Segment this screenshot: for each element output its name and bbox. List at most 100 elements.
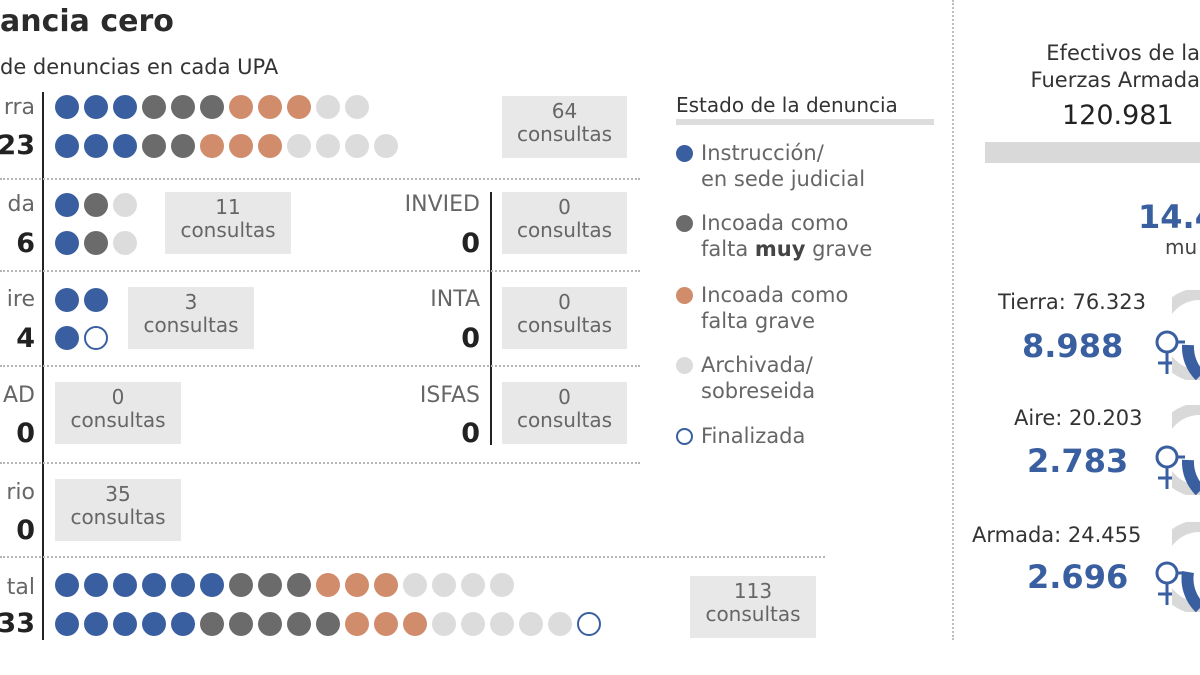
consultas-word: consultas — [180, 218, 276, 242]
status-dot-instruccion — [142, 573, 166, 597]
row-separator — [0, 365, 640, 367]
consultas-number: 11 — [215, 195, 241, 219]
legend-line: Instrucción/ — [701, 141, 824, 165]
row-count-armada: 6 — [16, 228, 35, 259]
status-dot-instruccion — [171, 612, 195, 636]
consultas-word: consultas — [70, 408, 166, 432]
consultas-number: 0 — [558, 385, 571, 409]
branch-donut-armada — [1172, 522, 1200, 612]
institution-label-inta: INTA — [430, 287, 480, 312]
consultas-word: consultas — [143, 313, 239, 337]
status-dot-muy-grave — [287, 573, 311, 597]
status-dot-muy-grave — [287, 612, 311, 636]
row-count-ad: 0 — [16, 418, 35, 449]
row-label-total: tal — [6, 575, 35, 600]
status-dot-archivada — [287, 134, 311, 158]
legend-line: sobreseida — [701, 379, 816, 403]
status-dot-muy-grave — [258, 573, 282, 597]
legend-title: Estado de la denuncia — [676, 93, 934, 125]
institution-axis-line — [490, 192, 492, 445]
legend-dot-icon — [676, 357, 693, 374]
status-dot-grave — [345, 612, 369, 636]
status-dot-muy-grave — [84, 193, 108, 217]
status-dot-instruccion — [113, 573, 137, 597]
consultas-number: 64 — [551, 99, 578, 123]
institution-label-invied: INVIED — [404, 192, 480, 217]
status-dot-instruccion — [84, 612, 108, 636]
status-dot-grave — [200, 134, 224, 158]
row-separator — [0, 270, 640, 272]
status-dot-grave — [316, 573, 340, 597]
consultas-box-total: 113 consultas — [690, 576, 816, 638]
status-dot-grave — [229, 95, 253, 119]
right-total-bar — [985, 142, 1200, 163]
row-label-tierra: rra — [3, 95, 35, 120]
status-dot-grave — [345, 573, 369, 597]
status-dot-instruccion — [55, 134, 79, 158]
chart-subtitle: de denuncias en cada UPA — [0, 55, 279, 79]
row-label-ad: AD — [3, 383, 35, 408]
legend-text: Incoada como falta grave — [701, 282, 848, 334]
legend-line: falta grave — [701, 309, 816, 333]
status-dot-muy-grave — [258, 612, 282, 636]
status-dot-archivada — [113, 231, 137, 255]
dot-row-tierra-1 — [55, 95, 369, 119]
branch-women-aire: 2.783 — [1027, 442, 1129, 480]
consultas-box-tierra: 64 consultas — [502, 96, 627, 158]
consultas-number: 3 — [184, 290, 198, 314]
status-dot-grave — [374, 612, 398, 636]
status-dot-instruccion — [84, 134, 108, 158]
status-dot-grave — [287, 95, 311, 119]
status-dot-archivada — [461, 612, 485, 636]
status-dot-muy-grave — [229, 573, 253, 597]
status-dot-archivada — [519, 612, 543, 636]
legend-line-bold: muy — [754, 237, 806, 261]
legend-line: Archivada/ — [701, 353, 813, 377]
consultas-word: consultas — [516, 218, 613, 242]
legend-line-part: falta — [701, 237, 755, 261]
chart-title: ancia cero — [0, 4, 174, 39]
status-dot-muy-grave — [229, 612, 253, 636]
status-dot-archivada — [345, 134, 369, 158]
status-dot-instruccion — [55, 612, 79, 636]
status-dot-grave — [229, 134, 253, 158]
legend-dot-icon — [676, 215, 693, 232]
row-separator — [0, 178, 640, 180]
status-dot-instruccion — [84, 288, 108, 312]
consultas-word: consultas — [516, 122, 613, 146]
consultas-number: 35 — [105, 482, 131, 506]
consultas-word: consultas — [516, 408, 613, 432]
consultas-box-invied: 0 consultas — [502, 192, 627, 254]
institution-count-isfas: 0 — [461, 418, 480, 449]
row-separator — [0, 556, 825, 558]
consultas-box-ad: 0 consultas — [55, 382, 181, 444]
legend-line: Incoada como — [701, 211, 849, 235]
consultas-number: 0 — [111, 385, 125, 409]
status-dot-archivada — [374, 134, 398, 158]
status-dot-archivada — [345, 95, 369, 119]
status-dot-instruccion — [142, 612, 166, 636]
women-total-label: mu — [1165, 235, 1198, 259]
row-count-tierra: 23 — [0, 130, 35, 161]
status-dot-instruccion — [200, 573, 224, 597]
status-dot-grave — [258, 95, 282, 119]
legend-dot-icon — [676, 428, 693, 445]
dot-row-total-2 — [55, 612, 601, 636]
row-label-otro: rio — [6, 480, 35, 505]
institution-count-invied: 0 — [461, 228, 480, 259]
status-dot-muy-grave — [84, 231, 108, 255]
branch-donut-aire — [1172, 405, 1200, 495]
status-dot-grave — [258, 134, 282, 158]
status-dot-muy-grave — [316, 612, 340, 636]
legend-item-archivada: Archivada/ sobreseida — [676, 352, 815, 404]
status-dot-instruccion — [171, 573, 195, 597]
status-dot-muy-grave — [171, 134, 195, 158]
consultas-box-inta: 0 consultas — [502, 287, 627, 349]
legend-dot-icon — [676, 145, 693, 162]
consultas-word: consultas — [70, 505, 166, 529]
status-dot-archivada — [490, 573, 514, 597]
legend-item-grave: Incoada como falta grave — [676, 282, 848, 334]
panel-separator — [952, 0, 954, 640]
status-dot-instruccion — [84, 573, 108, 597]
legend-line: falta muy grave — [701, 237, 872, 261]
